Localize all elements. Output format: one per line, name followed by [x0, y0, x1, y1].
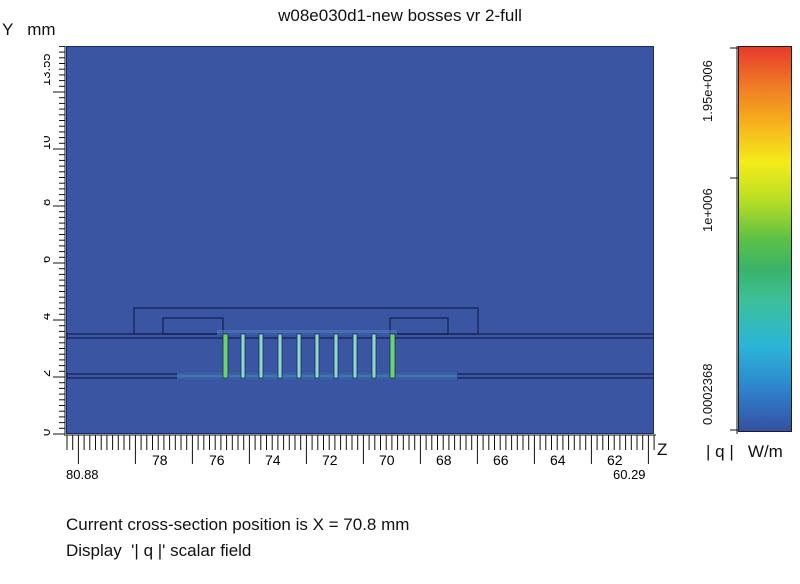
pin [258, 333, 264, 379]
pin [240, 333, 246, 379]
y-tick-label: 8 [44, 199, 53, 206]
pin [314, 333, 320, 379]
pin [371, 333, 377, 379]
right-boss [389, 317, 449, 335]
left-boss [162, 317, 224, 335]
colorbar-unit-label: | q | W/m [706, 442, 783, 461]
x-tick-label: 66 [493, 452, 509, 468]
x-tick-label: 78 [152, 452, 168, 468]
x-tick-label: 74 [265, 452, 281, 468]
y-tick-label: 2 [44, 370, 53, 377]
pin [389, 333, 396, 379]
x-tick-label: 60.29 [613, 467, 646, 482]
x-tick-label: 72 [322, 452, 338, 468]
pin-array [222, 333, 396, 379]
colorbar-tick-label: 0.0002368 [700, 363, 715, 425]
colorbar-ticks [730, 46, 738, 434]
x-tick-label: 80.88 [66, 467, 99, 482]
colorbar-tick-label: 1.95e+006 [700, 60, 715, 122]
y-tick-marks [53, 46, 66, 436]
cross-section-geometry [67, 307, 653, 379]
y-tick-label: 13.55 [44, 53, 53, 86]
pin [333, 333, 339, 379]
colorbar-tick-label: 1e+006 [700, 188, 715, 232]
y-axis-ruler: 13.55 10 8 6 4 2 0 [44, 46, 66, 436]
plot-title: w08e030d1-new bosses vr 2-full [278, 6, 522, 25]
x-tick-label: 64 [550, 452, 566, 468]
y-axis-label: Y mm [2, 20, 56, 39]
pin [296, 333, 302, 379]
x-tick-label: 68 [436, 452, 452, 468]
x-tick-label: 62 [607, 452, 623, 468]
heat-glow-top [217, 330, 397, 335]
pin [222, 333, 229, 379]
display-field-status: Display '| q |' scalar field [66, 541, 252, 560]
colorbar-gradient [738, 46, 792, 432]
field-plot-area[interactable] [66, 46, 654, 434]
cross-section-status: Current cross-section position is X = 70… [66, 515, 410, 534]
y-tick-label: 6 [44, 256, 53, 263]
x-tick-label: 70 [379, 452, 395, 468]
x-axis-ruler: 80.88 78 76 74 72 70 68 66 64 62 60.29 [66, 434, 656, 482]
y-tick-label: 10 [44, 136, 53, 150]
pin [277, 333, 283, 379]
z-axis-label: Z [657, 440, 668, 459]
y-tick-label: 0 [44, 429, 53, 436]
x-tick-marks [66, 434, 656, 464]
x-tick-label: 76 [209, 452, 225, 468]
y-tick-label: 4 [44, 313, 53, 320]
pin [352, 333, 358, 379]
